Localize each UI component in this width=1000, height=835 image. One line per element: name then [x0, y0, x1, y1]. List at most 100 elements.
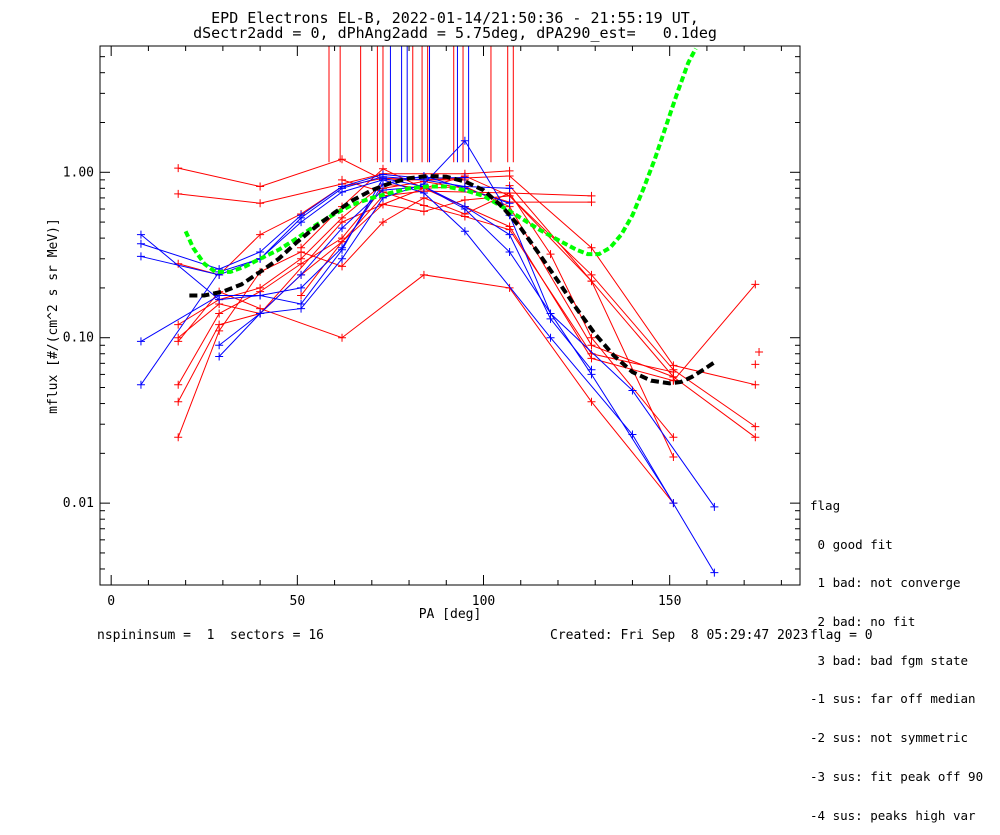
blue-data-point — [546, 333, 555, 342]
blue-data-point — [256, 309, 265, 318]
blue-data-point — [297, 283, 306, 292]
red-series-line — [177, 190, 674, 438]
red-data-point — [215, 309, 224, 318]
blue-data-point — [297, 304, 306, 313]
green-fit-curve — [183, 47, 698, 274]
red-data-point — [338, 262, 347, 271]
red-data-point — [297, 291, 306, 300]
x-tick-label: 150 — [658, 594, 681, 609]
y-tick-label: 1.00 — [63, 165, 94, 180]
blue-data-point — [338, 243, 347, 252]
red-data-point — [669, 433, 678, 442]
blue-data-point — [460, 202, 469, 211]
red-data-point — [587, 243, 596, 252]
blue-data-point — [136, 252, 145, 261]
legend-title: flag — [810, 497, 841, 513]
red-series-line — [673, 284, 756, 381]
blue-data-point — [505, 199, 514, 208]
pitch-angle-plot: 0 50 100 150 0.01 0.10 1.00 PA [deg] mflux [#/… — [46, 45, 801, 622]
chart-title: EPD Electrons EL-B, 2022-01-14/21:50:36 … — [211, 9, 699, 27]
blue-data-point — [505, 230, 514, 239]
black-fit-curve — [189, 173, 716, 386]
blue-data-point — [710, 568, 719, 577]
red-data-point — [587, 397, 596, 406]
red-data-point — [751, 280, 760, 289]
red-data-point — [546, 250, 555, 259]
red-data-point — [338, 333, 347, 342]
plot-frame — [99, 45, 801, 586]
red-data-point — [505, 171, 514, 180]
red-series-line — [341, 179, 674, 373]
red-data-point — [669, 453, 678, 462]
red-data-point — [256, 182, 265, 191]
blue-series-line — [218, 186, 592, 371]
red-data-point — [338, 155, 347, 164]
red-series-line — [178, 170, 510, 204]
y-tick-label: 0.10 — [63, 331, 94, 346]
blue-data-point — [546, 314, 555, 323]
red-data-point — [174, 397, 183, 406]
blue-data-point — [338, 254, 347, 263]
blue-data-point — [136, 337, 145, 346]
blue-data-point — [460, 136, 469, 145]
flag-legend: flag 0 good fit 1 bad: not converge 2 ba… — [810, 474, 983, 835]
blue-data-point — [587, 365, 596, 374]
blue-data-point — [215, 341, 224, 350]
red-data-point — [751, 422, 760, 431]
blue-data-point — [460, 227, 469, 236]
x-tick-label: 0 — [107, 594, 115, 609]
red-series-line — [177, 192, 592, 438]
red-data-point — [378, 218, 387, 227]
y-axis-label: mflux [#/(cm^2 s sr MeV)] — [46, 218, 61, 414]
red-data-point — [174, 433, 183, 442]
red-series-line — [509, 185, 756, 438]
red-data-point — [751, 433, 760, 442]
red-series-line — [177, 274, 674, 504]
red-data-point — [174, 380, 183, 389]
red-series-line — [177, 195, 674, 458]
red-data-point — [751, 380, 760, 389]
red-data-point — [256, 199, 265, 208]
red-data-point — [297, 243, 306, 252]
blue-data-point — [628, 430, 637, 439]
red-data-point — [587, 341, 596, 350]
legend-item: -2 sus: not symmetric — [810, 730, 969, 746]
red-data-point — [751, 360, 760, 369]
blue-series-group — [136, 136, 719, 577]
legend-item: -4 sus: peaks high var — [810, 807, 976, 823]
red-data-point — [460, 212, 469, 221]
blue-data-point — [256, 247, 265, 256]
chart-subtitle: dSectr2add = 0, dPhAng2add = 5.75deg, dP… — [193, 24, 717, 42]
footer-flag: flag = 0 — [810, 628, 873, 643]
x-axis-label: PA [deg] — [419, 607, 482, 622]
red-series-line — [178, 158, 465, 188]
red-data-point — [174, 320, 183, 329]
footer-created-date: Created: Fri Sep 8 05:29:47 2023 — [550, 628, 809, 643]
blue-data-point — [297, 270, 306, 279]
blue-data-point — [378, 186, 387, 195]
blue-data-point — [297, 218, 306, 227]
red-data-point — [256, 230, 265, 239]
y-tick-label: 0.01 — [63, 496, 94, 511]
blue-data-point — [628, 386, 637, 395]
blue-data-point — [460, 173, 469, 182]
axes-group: 0 50 100 150 0.01 0.10 1.00 — [63, 46, 800, 609]
blue-data-point — [215, 352, 224, 361]
blue-data-point — [136, 230, 145, 239]
red-data-point — [174, 164, 183, 173]
blue-data-point — [505, 184, 514, 193]
red-data-point — [587, 349, 596, 358]
legend-item: 0 good fit — [810, 536, 893, 552]
sector-marker-lines — [328, 46, 514, 163]
legend-item: 3 bad: bad fgm state — [810, 652, 969, 668]
red-data-point — [297, 259, 306, 268]
blue-data-point — [505, 247, 514, 256]
blue-data-point — [256, 291, 265, 300]
red-data-point — [215, 326, 224, 335]
x-tick-label: 50 — [290, 594, 306, 609]
blue-data-point — [338, 188, 347, 197]
red-data-point — [174, 189, 183, 198]
blue-series-line — [140, 179, 715, 573]
legend-item: 2 bad: no fit — [810, 613, 916, 629]
red-data-point — [587, 333, 596, 342]
